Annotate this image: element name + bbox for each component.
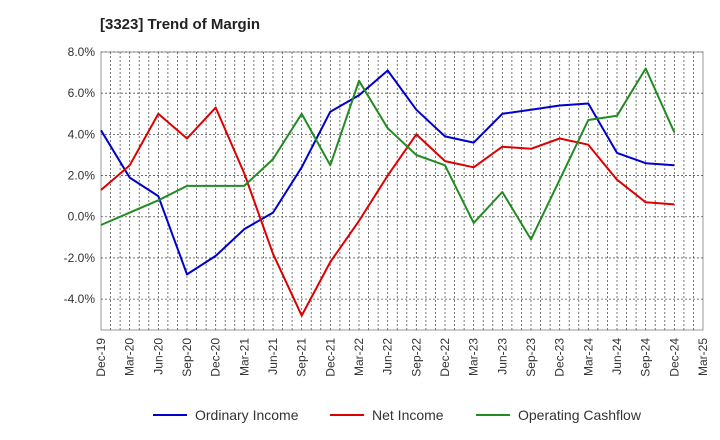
x-tick-label: Mar-22 xyxy=(352,338,366,376)
legend-label: Ordinary Income xyxy=(195,407,299,423)
x-tick-label: Dec-20 xyxy=(209,338,223,377)
legend-label: Net Income xyxy=(372,407,444,423)
x-tick-label: Dec-24 xyxy=(667,338,681,377)
x-tick-label: Dec-19 xyxy=(94,338,108,377)
x-tick-label: Sep-20 xyxy=(180,338,194,377)
grid-layer xyxy=(100,51,704,331)
x-tick-label: Dec-21 xyxy=(323,338,337,377)
x-tick-label: Mar-20 xyxy=(123,338,137,376)
legend-label: Operating Cashflow xyxy=(518,407,642,423)
y-tick-label: -2.0% xyxy=(64,251,96,265)
y-axis: 8.0% 6.0% 4.0% 2.0% 0.0% -2.0% -4.0% xyxy=(64,45,96,306)
series-line-operating-cashflow xyxy=(100,67,676,241)
x-tick-label: Mar-21 xyxy=(237,338,251,376)
x-tick-label: Jun-22 xyxy=(381,338,395,375)
chart-title: [3323] Trend of Margin xyxy=(100,16,261,33)
x-tick-label: Sep-22 xyxy=(409,338,423,377)
series-line-net-income xyxy=(100,106,675,317)
x-tick-label: Mar-24 xyxy=(581,338,595,376)
x-axis: Dec-19 Mar-20 Jun-20 Sep-20 Dec-20 Mar-21 Jun-… xyxy=(94,338,710,377)
x-tick-label: Dec-23 xyxy=(553,338,567,377)
y-tick-label: 2.0% xyxy=(68,169,96,183)
y-tick-label: 6.0% xyxy=(68,86,96,100)
legend: Ordinary Income Net Income Operating Cashf… xyxy=(153,407,642,423)
x-tick-label: Jun-21 xyxy=(266,338,280,375)
x-tick-label: Mar-23 xyxy=(467,338,481,376)
y-tick-label: -4.0% xyxy=(64,292,96,306)
y-tick-label: 4.0% xyxy=(68,127,96,141)
x-tick-label: Sep-21 xyxy=(295,338,309,377)
series-line-ordinary-income xyxy=(100,69,675,276)
x-tick-label: Dec-22 xyxy=(438,338,452,377)
x-tick-label: Jun-24 xyxy=(610,338,624,375)
x-tick-label: Mar-25 xyxy=(696,338,710,376)
x-tick-label: Jun-23 xyxy=(495,338,509,375)
x-tick-label: Sep-23 xyxy=(524,338,538,377)
y-tick-label: 0.0% xyxy=(68,210,96,224)
x-tick-label: Jun-20 xyxy=(151,338,165,375)
series-layer xyxy=(100,67,676,317)
y-tick-label: 8.0% xyxy=(68,45,96,59)
x-tick-label: Sep-24 xyxy=(639,338,653,377)
plot-frame xyxy=(100,51,704,331)
